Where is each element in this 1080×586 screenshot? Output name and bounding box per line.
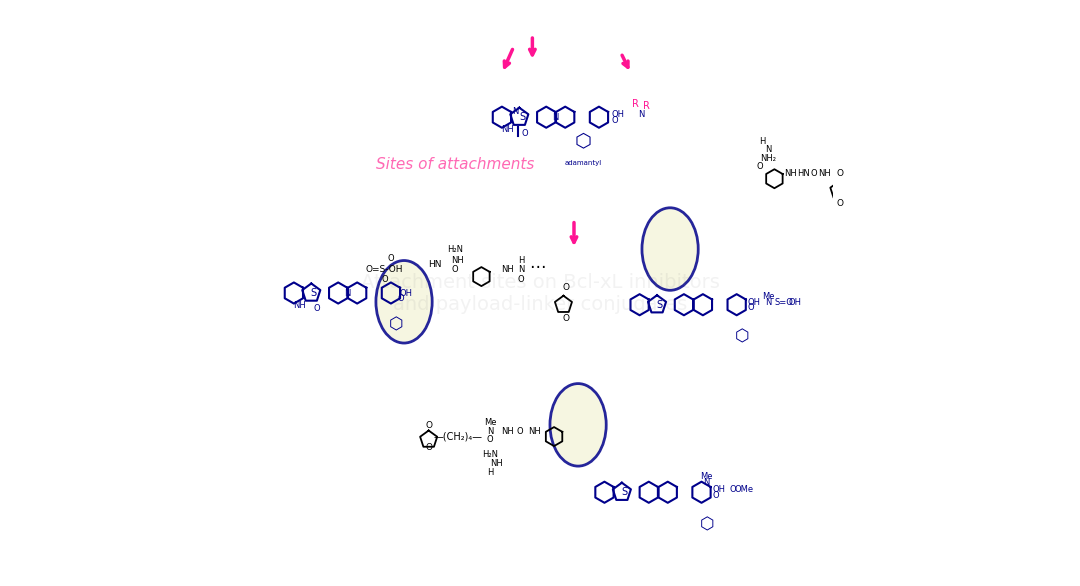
Text: S: S <box>621 487 627 498</box>
Text: O: O <box>451 265 458 274</box>
Text: H: H <box>759 137 766 145</box>
Text: O: O <box>747 303 754 312</box>
Text: NH: NH <box>818 169 831 178</box>
Text: O: O <box>487 435 494 444</box>
Text: ⬡: ⬡ <box>734 328 750 346</box>
Text: Sites of attachments: Sites of attachments <box>376 156 535 172</box>
Text: OH: OH <box>712 485 725 494</box>
Text: ⬡: ⬡ <box>700 515 714 533</box>
Text: N: N <box>518 265 525 274</box>
Text: H: H <box>487 468 494 476</box>
Text: OMe: OMe <box>734 485 753 494</box>
Text: Me: Me <box>484 418 497 427</box>
Text: OH: OH <box>611 110 624 118</box>
Text: NH: NH <box>501 125 514 134</box>
Ellipse shape <box>376 261 432 343</box>
Text: N: N <box>766 145 772 154</box>
Text: O=S-OH: O=S-OH <box>366 265 404 274</box>
Text: N: N <box>765 298 771 306</box>
Text: O: O <box>756 162 764 171</box>
Text: NH: NH <box>501 265 514 274</box>
Text: OH: OH <box>788 298 801 306</box>
Text: ⬡: ⬡ <box>389 316 404 334</box>
Ellipse shape <box>550 384 606 466</box>
Text: H: H <box>518 255 525 264</box>
Text: O: O <box>611 116 618 125</box>
Text: O: O <box>381 275 388 284</box>
Text: O: O <box>811 169 818 178</box>
Text: R: R <box>643 101 650 111</box>
Text: N: N <box>638 110 645 119</box>
Text: NH: NH <box>293 301 306 310</box>
Text: S=O: S=O <box>774 298 794 306</box>
Text: HN: HN <box>797 169 810 178</box>
Text: NH: NH <box>528 427 540 435</box>
Text: O: O <box>516 427 523 435</box>
Text: N: N <box>487 427 494 435</box>
Text: O: O <box>837 199 843 208</box>
Text: HN: HN <box>428 260 442 268</box>
Text: adamantyl: adamantyl <box>565 159 602 166</box>
Text: O: O <box>563 283 570 292</box>
Text: O: O <box>730 485 737 494</box>
Ellipse shape <box>642 208 699 290</box>
Text: S: S <box>518 112 525 122</box>
Text: OH: OH <box>400 288 413 298</box>
Text: Me: Me <box>762 292 774 301</box>
Text: N: N <box>703 478 710 487</box>
Text: R: R <box>633 98 639 108</box>
Text: O: O <box>522 128 528 138</box>
Text: N: N <box>512 107 518 117</box>
Text: NH₂: NH₂ <box>759 154 775 163</box>
Text: N: N <box>345 288 351 298</box>
Text: N: N <box>553 113 558 122</box>
Text: NH: NH <box>784 169 797 178</box>
Text: ⬡: ⬡ <box>575 132 592 151</box>
Text: O: O <box>563 314 570 322</box>
Text: O: O <box>397 294 404 303</box>
Text: NH: NH <box>451 255 464 264</box>
Text: O: O <box>314 304 321 314</box>
Text: —(CH₂)₄—: —(CH₂)₄— <box>433 431 483 441</box>
Text: H₂N: H₂N <box>482 450 498 459</box>
Text: O: O <box>426 421 432 430</box>
Text: H₂N: H₂N <box>447 245 463 254</box>
Text: O: O <box>518 275 525 284</box>
Text: OH: OH <box>747 298 760 306</box>
Text: S: S <box>657 299 663 310</box>
Text: Me: Me <box>701 472 713 481</box>
Text: Attachment sites on Bcl-xL inhibitors
and payload-linker conjugates: Attachment sites on Bcl-xL inhibitors an… <box>361 272 719 314</box>
Text: S: S <box>311 288 318 298</box>
Text: O: O <box>426 443 432 452</box>
Text: O: O <box>837 169 843 178</box>
Text: NH: NH <box>501 427 514 435</box>
Text: O: O <box>388 254 394 263</box>
Text: O: O <box>712 490 718 499</box>
Text: ⋯: ⋯ <box>529 258 545 277</box>
Text: NH: NH <box>489 459 502 468</box>
